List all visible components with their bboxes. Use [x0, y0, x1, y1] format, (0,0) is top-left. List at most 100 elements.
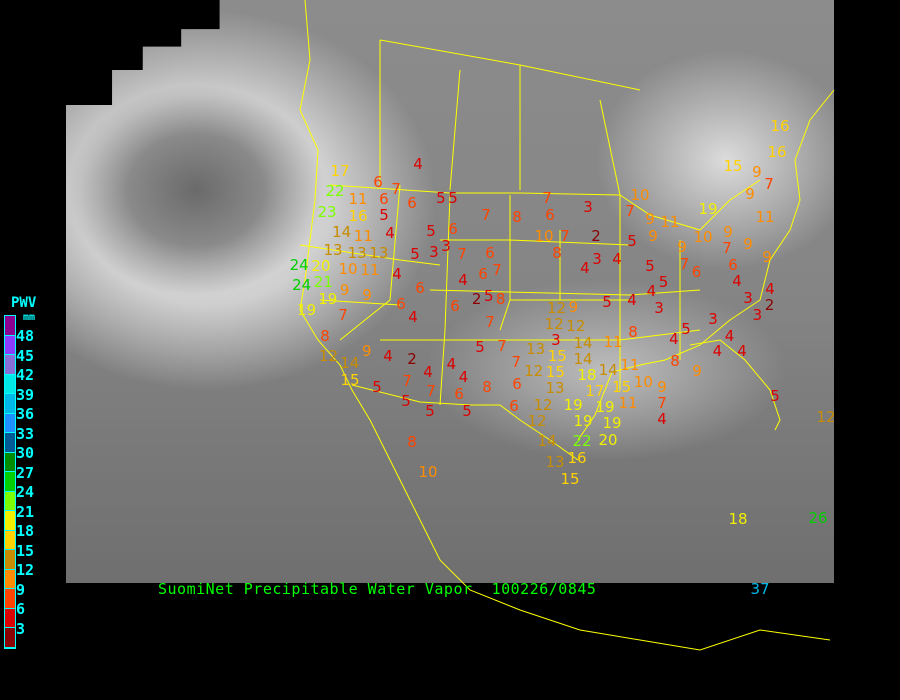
station-pwv-value: 5: [770, 387, 780, 405]
legend-tick-label: 18: [16, 522, 35, 540]
station-pwv-value: 5: [681, 320, 691, 338]
station-pwv-value: 8: [670, 352, 680, 370]
legend-band: [5, 355, 15, 375]
station-pwv-value: 6: [512, 375, 522, 393]
map-title: SuomiNet Precipitable Water Vapor 100226…: [158, 580, 597, 598]
station-pwv-value: 4: [385, 224, 395, 242]
legend-tick-label: 15: [16, 541, 35, 560]
station-pwv-value: 7: [338, 306, 348, 325]
station-pwv-value: 2: [471, 290, 482, 308]
station-pwv-value: 3: [743, 289, 753, 308]
gulf-coast-line: [577, 89, 835, 441]
station-pwv-value: 6: [691, 263, 702, 281]
station-pwv-value: 14: [537, 432, 557, 450]
station-pwv-value: 15: [612, 377, 632, 396]
station-pwv-value: 4: [646, 282, 657, 301]
station-pwv-value: 5: [379, 206, 389, 224]
station-pwv-value: 3: [708, 310, 718, 328]
station-pwv-value: 19: [698, 200, 718, 218]
station-pwv-value: 9: [568, 298, 579, 316]
station-pwv-value: 16: [348, 206, 368, 225]
station-pwv-value: 11: [348, 190, 368, 209]
station-pwv-value: 4: [724, 327, 735, 345]
pwv-color-scale: [4, 315, 16, 649]
station-pwv-value: 7: [481, 206, 491, 224]
station-pwv-value: 9: [362, 286, 372, 304]
station-pwv-value: 10: [338, 260, 358, 279]
station-pwv-value: 2: [764, 296, 775, 315]
station-pwv-value: 7: [402, 372, 412, 390]
station-pwv-value: 5: [401, 392, 411, 410]
station-pwv-value: 14: [573, 333, 593, 352]
legend-band: [5, 335, 15, 355]
station-pwv-value: 15: [340, 370, 360, 389]
station-pwv-value: 22: [325, 182, 345, 200]
station-pwv-value: 10: [534, 226, 554, 245]
station-pwv-value: 12: [524, 362, 544, 380]
legend-tick-label: 27: [16, 463, 35, 482]
station-pwv-value: 8: [407, 433, 417, 451]
station-pwv-value: 10: [630, 185, 650, 204]
legend-band: [5, 413, 15, 433]
station-pwv-value: 19: [602, 414, 622, 433]
station-pwv-value: 7: [426, 382, 436, 400]
station-pwv-value: 17: [585, 382, 605, 401]
station-pwv-value: 5: [436, 189, 446, 207]
station-pwv-value: 5: [645, 257, 655, 275]
station-pwv-value: 26: [808, 509, 828, 527]
station-pwv-value: 6: [448, 220, 458, 239]
station-pwv-value: 16: [770, 117, 790, 135]
station-pwv-value: 4: [458, 271, 468, 289]
station-pwv-value: 24: [289, 256, 309, 274]
florida-line: [689, 339, 781, 431]
station-pwv-value: 12: [816, 408, 836, 426]
station-pwv-value: 13: [347, 243, 367, 262]
station-pwv-value: 7: [391, 180, 401, 198]
station-pwv-value: 8: [495, 290, 506, 308]
station-pwv-value: 4: [458, 368, 469, 386]
legend-tick-label: 3: [16, 619, 26, 638]
station-pwv-value: 11: [603, 333, 623, 351]
station-pwv-value: 18: [728, 510, 748, 528]
station-pwv-value: 4: [580, 259, 590, 277]
station-pwv-value: 19: [563, 395, 583, 414]
station-pwv-value: 7: [657, 393, 667, 412]
station-pwv-value: 7: [497, 337, 507, 355]
station-pwv-value: 10: [418, 463, 438, 481]
station-pwv-value: 11: [360, 260, 380, 279]
legend-band: [5, 452, 15, 472]
legend-title: PWV: [11, 295, 37, 311]
station-pwv-value: 4: [392, 265, 402, 283]
station-pwv-value: 12: [544, 314, 564, 333]
state-lines: [299, 39, 701, 406]
legend-band: [5, 433, 15, 453]
station-pwv-value: 5: [483, 287, 494, 305]
station-pwv-value: 20: [311, 257, 331, 276]
station-pwv-value: 5: [448, 189, 458, 207]
station-pwv-value: 19: [595, 398, 615, 417]
station-pwv-value: 8: [512, 208, 522, 226]
station-pwv-value: 7: [457, 245, 467, 263]
legend-band: [5, 628, 15, 648]
station-pwv-value: 14: [573, 349, 593, 368]
station-pwv-value: 6: [545, 205, 555, 224]
station-pwv-value: 9: [657, 377, 667, 396]
station-pwv-value: 9: [692, 362, 702, 380]
legend-tick-label: 33: [16, 424, 35, 443]
station-pwv-value: 5: [426, 222, 436, 240]
station-pwv-value: 21: [313, 273, 333, 292]
legend-band: [5, 394, 15, 414]
station-pwv-value: 4: [612, 250, 622, 268]
station-pwv-value: 13: [323, 240, 343, 259]
station-pwv-value: 6: [728, 255, 738, 274]
station-pwv-value: 9: [361, 342, 372, 360]
station-pwv-value: 10: [693, 228, 713, 246]
station-pwv-value: 9: [723, 223, 733, 241]
legend-tick-label: 30: [16, 444, 35, 462]
station-pwv-value: 6: [373, 173, 383, 192]
canada-border-line: [329, 179, 761, 231]
station-pwv-value: 4: [657, 410, 667, 429]
station-pwv-value: 4: [732, 272, 742, 290]
station-pwv-value: 13: [369, 244, 389, 263]
west-coast-line: [299, 0, 831, 651]
